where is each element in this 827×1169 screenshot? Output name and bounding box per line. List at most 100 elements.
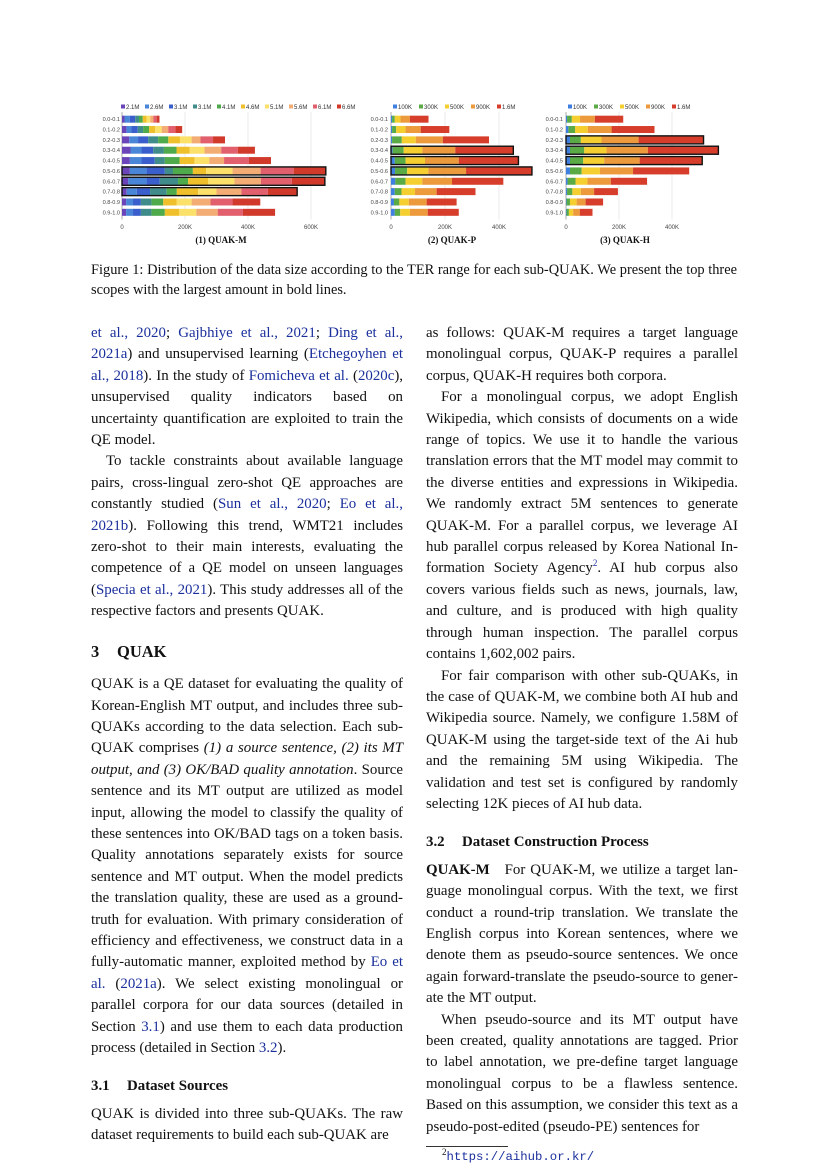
bar-segment: [604, 157, 640, 165]
bar-segment: [122, 177, 129, 185]
chart-3: 0 200K 400K 100K 300K 500K 900K 1.6M 0.0-0.1 0.1-…: [546, 104, 720, 245]
bar-segment: [567, 177, 576, 185]
bar-segment: [150, 115, 154, 123]
citation-link[interactable]: 2020c: [357, 367, 395, 384]
bar-segment: [566, 208, 567, 216]
legend-swatch: [169, 104, 173, 109]
citation-link[interactable]: Etchegoyhen et al., 2018: [91, 346, 404, 384]
bar-segment: [566, 157, 570, 165]
bar-segment: [394, 208, 401, 216]
bar-segment: [566, 198, 570, 206]
bar-segment: [594, 115, 624, 123]
bar-segment: [458, 157, 519, 165]
citation-link[interactable]: Fomicheva et al.: [248, 367, 349, 384]
section-title: QUAK: [117, 641, 167, 661]
x-tick-label: 600K: [304, 225, 318, 231]
section-link[interactable]: 3.1: [141, 1018, 160, 1035]
bar-segment: [179, 157, 195, 165]
text: ;: [326, 496, 340, 513]
section-number: 3.1: [91, 1078, 110, 1095]
text: ). We select existing monolingual or par…: [91, 975, 403, 1035]
x-tick-label: 200K: [438, 225, 452, 231]
text: ) and use them to each data production p…: [91, 1018, 404, 1056]
bar-segment: [129, 115, 136, 123]
citation-link[interactable]: Ding et al., 2021a: [91, 325, 403, 363]
bar-segment: [122, 167, 130, 175]
bar-segment: [122, 198, 127, 206]
text: ) and unsupervised learning (: [127, 346, 309, 363]
paragraph: QUAK is a QE dataset for evaluating the …: [91, 674, 403, 1059]
bar-segment: [129, 167, 147, 175]
section-number: 3.2: [426, 834, 445, 851]
category-label: 0.0-0.1: [546, 117, 563, 123]
category-label: 0.1-0.2: [103, 128, 120, 134]
citation-link[interactable]: et al., 2020: [91, 325, 166, 341]
x-tick-label: 0: [389, 225, 393, 231]
bar-segment: [647, 146, 719, 154]
bar-segment: [633, 167, 690, 175]
legend-label: 2.6M: [150, 105, 163, 111]
bar-segment: [131, 126, 138, 134]
category-label: 0.0-0.1: [103, 117, 120, 123]
bar-segment: [146, 115, 151, 123]
legend-swatch: [289, 104, 293, 109]
category-label: 0.4-0.5: [546, 159, 563, 165]
legend-label: 4.6M: [246, 105, 259, 111]
legend-swatch: [265, 104, 269, 109]
bar-segment: [587, 126, 612, 134]
bar-segment: [191, 198, 211, 206]
bar-segment: [569, 198, 577, 206]
footnote-url-link[interactable]: https://aihub.or.kr/: [446, 1150, 595, 1165]
citation-link[interactable]: Eo et al., 2021b: [91, 496, 403, 534]
section-heading: 3 QUAK: [91, 641, 403, 662]
legend-label: 300K: [599, 105, 613, 111]
category-label: 0.7-0.8: [546, 190, 563, 196]
category-label: 0.7-0.8: [103, 190, 120, 196]
footnote-ref[interactable]: 2: [592, 558, 598, 569]
bar-segment: [140, 198, 152, 206]
bar-segment: [566, 198, 567, 206]
text: ;: [315, 325, 329, 341]
section-link[interactable]: 3.2: [258, 1040, 278, 1056]
bar-segment: [394, 157, 406, 165]
bar-segment: [409, 115, 429, 123]
bar-segment: [569, 136, 581, 144]
bar-segment: [210, 198, 233, 206]
bar-segment: [122, 146, 131, 154]
bar-segment: [422, 146, 456, 154]
x-tick-label: 400K: [241, 225, 255, 231]
bar-segment: [179, 208, 197, 216]
legend-label: 900K: [651, 105, 665, 111]
bar-segment: [151, 208, 165, 216]
right-column: as follows: QUAK-M requires a target lan…: [426, 323, 738, 1165]
bar-segment: [392, 146, 404, 154]
highlight-outline: [390, 166, 533, 176]
citation-link[interactable]: Specia et al., 2021: [95, 581, 208, 598]
citation-link[interactable]: Sun et al., 2020: [218, 496, 327, 513]
citation-link[interactable]: 2021a: [120, 975, 157, 992]
legend-swatch: [419, 104, 423, 109]
bar-segment: [194, 157, 210, 165]
legend-label: 100K: [398, 105, 412, 111]
citation-link[interactable]: Eo et al.: [91, 954, 404, 992]
legend-swatch: [497, 104, 501, 109]
bar-segment: [221, 146, 238, 154]
bar-segment: [198, 188, 217, 196]
citation-link[interactable]: Gajbhiye et al., 2021: [178, 325, 316, 341]
paragraph-heading: QUAK-M: [426, 861, 490, 878]
bar-segment: [141, 157, 155, 165]
bar-segment: [566, 208, 569, 216]
legend-label: 4.1M: [222, 105, 235, 111]
category-label: 0.3-0.4: [371, 148, 388, 154]
bar-segment: [234, 177, 261, 185]
legend-swatch: [241, 104, 245, 109]
bar-segment: [415, 136, 443, 144]
category-label: 0.2-0.3: [371, 138, 388, 144]
bar-segment: [391, 177, 396, 185]
legend-swatch: [646, 104, 650, 109]
bar-segment: [425, 157, 459, 165]
bar-segment: [566, 188, 568, 196]
bar-segment: [242, 208, 276, 216]
footnote: 2https://aihub.or.kr/: [442, 1147, 738, 1165]
bar-segment: [391, 188, 395, 196]
